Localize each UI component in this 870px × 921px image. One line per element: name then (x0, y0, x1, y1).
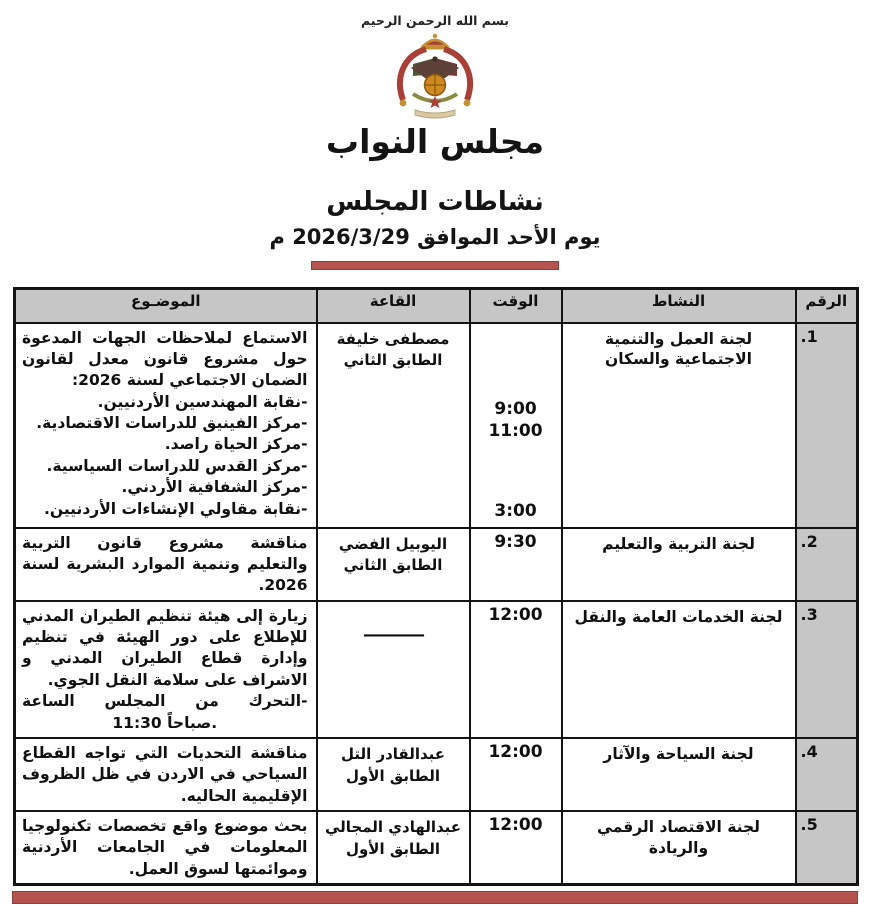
row1-hall-name: مصطفى خليفة (336, 329, 450, 348)
list-item: -مركز القدس للدراسات السياسية. (46, 456, 308, 475)
row5-subject: بحث موضوع واقع تخصصات تكنولوجيا المعلوما… (13, 810, 318, 886)
row5-hall-name: عبدالهادي المجالي (324, 818, 462, 836)
row4-number: .4 (794, 736, 859, 813)
row5-activity: لجنة الاقتصاد الرقمي والريادة (560, 810, 797, 886)
table-row-3: .3 لجنة الخدمات العامة والنقل 12:00 ————… (13, 599, 859, 739)
row2-subject: مناقشة مشروع قانون التربية والتعليم وتنم… (13, 526, 318, 602)
time-value: 12:00 (488, 815, 543, 835)
date-line: يوم الأحد الموافق 2026/3/29 م (269, 225, 601, 249)
row1-subject-list: -نقابة المهندسين الأردنيين. -مركز الفيني… (22, 392, 308, 520)
row3-hall: ———— (315, 599, 471, 739)
date-underline-bar (311, 261, 559, 270)
activities-table: الرقم النشاط الوقت القاعة الموضـوع .1 لج… (13, 287, 859, 887)
row2-time: 9:30 (468, 526, 563, 602)
header-time: الوقت (468, 287, 563, 324)
row3-subject-p2: -التحرك من المجلس الساعة (22, 692, 308, 711)
row1-time-3: 3:00 (494, 500, 537, 521)
row1-number: .1 (794, 321, 859, 529)
table-row-1: .1 لجنة العمل والتنمية الاجتماعية والسكا… (13, 321, 859, 529)
row1-times: 9:00 11:00 3:00 (468, 321, 563, 529)
time-value: 12:00 (488, 604, 543, 625)
row3-subject-p3: 11:30 صباحاً. (112, 713, 218, 732)
list-item: -مركز الفينيق للدراسات الاقتصادية. (36, 414, 308, 432)
list-item: -نقابة المهندسين الأردنيين. (97, 392, 308, 411)
list-item: -مركز الحياة راصد. (164, 435, 308, 454)
row5-hall: عبدالهادي المجالي الطابق الأول (315, 810, 471, 886)
row1-hall-floor: الطابق الثاني (343, 351, 443, 370)
table-header-row: الرقم النشاط الوقت القاعة الموضـوع (13, 287, 859, 324)
row1-time-2: 11:00 (488, 420, 543, 441)
hall-dash-placeholder: ———— (363, 624, 425, 645)
row3-subject-p1: زيارة إلى هيئة تنظيم الطيران المدني للإط… (22, 606, 308, 689)
header-activity: النشاط (560, 287, 797, 324)
row5-time: 12:00 (468, 810, 563, 886)
header-subject: الموضـوع (13, 287, 318, 324)
table-row-4: .4 لجنة السياحة والآثار 12:00 عبدالقادر … (13, 736, 859, 813)
row2-number: .2 (794, 526, 859, 602)
row4-hall-floor: الطابق الأول (345, 766, 441, 785)
row2-hall-name: اليوبيل الفضي (338, 534, 448, 553)
row2-activity: لجنة التربية والتعليم (560, 526, 797, 602)
bismillah-text: بسم الله الرحمن الرحيم (361, 13, 509, 28)
row1-subject: الاستماع لملاحظات الجهات المدعوة حول مشر… (13, 321, 318, 529)
document-header: بسم الله الرحمن الرحيم (0, 13, 870, 270)
row1-activity: لجنة العمل والتنمية الاجتماعية والسكان (560, 321, 797, 529)
list-item: -نقابة مقاولي الإنشاءات الأردنيين. (44, 499, 308, 518)
row3-activity: لجنة الخدمات العامة والنقل (560, 599, 797, 739)
row5-number: .5 (794, 810, 859, 886)
row3-number: .3 (794, 599, 859, 739)
row4-time: 12:00 (468, 736, 563, 813)
table-row-2: .2 لجنة التربية والتعليم 9:30 اليوبيل ال… (13, 526, 859, 602)
time-value: 12:00 (488, 741, 543, 762)
row1-subject-intro: الاستماع لملاحظات الجهات المدعوة حول مشر… (22, 328, 308, 390)
row3-subject: زيارة إلى هيئة تنظيم الطيران المدني للإط… (13, 599, 318, 739)
footer-red-bar (12, 891, 858, 905)
row4-activity: لجنة السياحة والآثار (560, 736, 797, 813)
row4-subject: مناقشة التحديات التي تواجه القطاع السياح… (13, 736, 318, 813)
jordan-coat-of-arms-icon (0, 32, 870, 120)
header-number: الرقم (794, 287, 859, 324)
row1-hall: مصطفى خليفة الطابق الثاني (315, 321, 471, 529)
table-row-5: .5 لجنة الاقتصاد الرقمي والريادة 12:00 ع… (13, 810, 859, 886)
row5-hall-floor: الطابق الأول (345, 839, 441, 858)
list-item: -مركز الشفافية الأردني. (121, 478, 308, 497)
council-name-calligraphy: مجلس النواب (325, 122, 545, 161)
row1-time-1: 9:00 (494, 398, 537, 419)
row2-hall-floor: الطابق الثاني (343, 556, 443, 575)
header-hall: القاعة (315, 287, 471, 324)
row4-hall-name: عبدالقادر التل (340, 744, 446, 763)
row2-hall: اليوبيل الفضي الطابق الثاني (315, 526, 471, 602)
row3-time: 12:00 (468, 599, 563, 739)
page-title: نشاطات المجلس (326, 187, 544, 217)
time-value: 9:30 (494, 531, 537, 552)
row4-hall: عبدالقادر التل الطابق الأول (315, 736, 471, 813)
